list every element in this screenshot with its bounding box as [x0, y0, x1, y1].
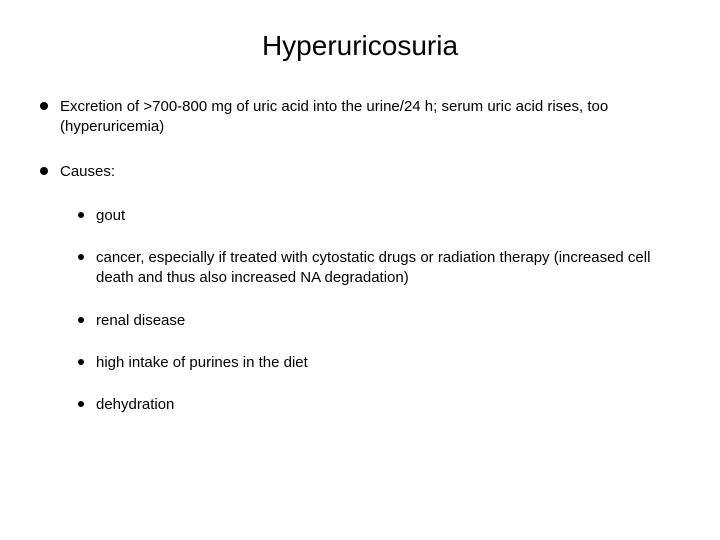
list-item: cancer, especially if treated with cytos…	[78, 248, 680, 289]
list-item: dehydration	[78, 395, 680, 415]
bullet-icon	[78, 401, 84, 407]
bullet-icon	[78, 212, 84, 218]
list-item: high intake of purines in the diet	[78, 353, 680, 373]
slide-title: Hyperuricosuria	[40, 30, 680, 62]
list-item: gout	[78, 206, 680, 226]
bullet-icon	[40, 102, 48, 110]
bullet-icon	[78, 254, 84, 260]
list-item-text: cancer, especially if treated with cytos…	[96, 248, 680, 289]
list-item-text: Causes:	[60, 162, 115, 182]
list-item: Causes:	[40, 162, 680, 182]
list-item: renal disease	[78, 311, 680, 331]
list-item-text: renal disease	[96, 311, 185, 331]
list-item-text: high intake of purines in the diet	[96, 353, 308, 373]
bullet-icon	[78, 359, 84, 365]
list-item: Excretion of >700-800 mg of uric acid in…	[40, 97, 680, 138]
list-item-text: Excretion of >700-800 mg of uric acid in…	[60, 97, 680, 138]
bullet-icon	[78, 317, 84, 323]
nested-list: gout cancer, especially if treated with …	[40, 200, 680, 416]
bullet-icon	[40, 167, 48, 175]
list-item-text: gout	[96, 206, 125, 226]
list-item-text: dehydration	[96, 395, 174, 415]
content-area: Excretion of >700-800 mg of uric acid in…	[40, 97, 680, 415]
